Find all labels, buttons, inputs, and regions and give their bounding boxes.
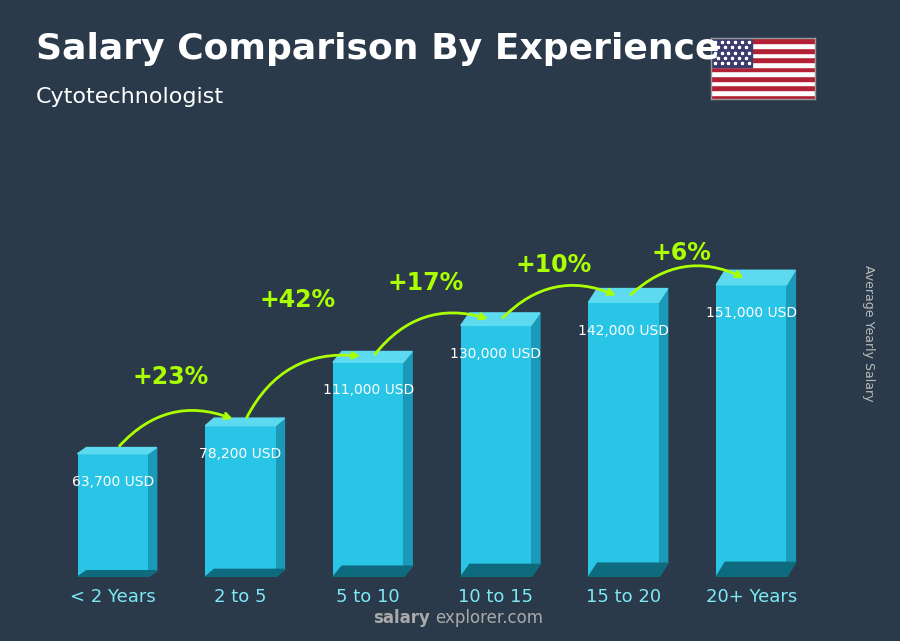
- Text: 142,000 USD: 142,000 USD: [578, 324, 669, 338]
- Bar: [711, 43, 814, 48]
- Bar: [711, 71, 814, 76]
- Polygon shape: [77, 570, 157, 577]
- Bar: [716, 285, 787, 577]
- Polygon shape: [333, 351, 412, 362]
- Bar: [77, 454, 148, 577]
- Text: Average Yearly Salary: Average Yearly Salary: [862, 265, 875, 401]
- Bar: [711, 48, 814, 53]
- Text: 151,000 USD: 151,000 USD: [706, 306, 796, 320]
- Bar: [711, 53, 814, 57]
- Text: 111,000 USD: 111,000 USD: [322, 383, 414, 397]
- Text: +42%: +42%: [260, 288, 336, 312]
- Polygon shape: [589, 288, 668, 303]
- Text: 78,200 USD: 78,200 USD: [199, 447, 282, 461]
- Polygon shape: [787, 271, 796, 577]
- Bar: [333, 362, 403, 577]
- Bar: [711, 85, 814, 90]
- Polygon shape: [589, 563, 668, 577]
- Polygon shape: [716, 271, 796, 285]
- Bar: [711, 38, 814, 43]
- Text: explorer.com: explorer.com: [435, 609, 543, 627]
- Polygon shape: [716, 562, 796, 577]
- Polygon shape: [275, 418, 284, 577]
- Bar: [461, 326, 531, 577]
- Bar: [711, 67, 814, 71]
- Polygon shape: [659, 288, 668, 577]
- Polygon shape: [333, 566, 412, 577]
- Bar: [711, 38, 752, 67]
- Polygon shape: [205, 418, 284, 426]
- Bar: [711, 95, 814, 99]
- Polygon shape: [403, 351, 412, 577]
- Text: 130,000 USD: 130,000 USD: [450, 347, 542, 361]
- Text: 63,700 USD: 63,700 USD: [71, 475, 154, 489]
- Text: +23%: +23%: [132, 365, 208, 389]
- Bar: [711, 90, 814, 95]
- Bar: [711, 81, 814, 85]
- Text: +10%: +10%: [515, 253, 591, 277]
- Text: Cytotechnologist: Cytotechnologist: [36, 87, 224, 106]
- Text: salary: salary: [374, 609, 430, 627]
- Bar: [589, 303, 659, 577]
- Bar: [205, 426, 275, 577]
- Text: +17%: +17%: [388, 271, 464, 294]
- Text: Salary Comparison By Experience: Salary Comparison By Experience: [36, 32, 719, 66]
- Polygon shape: [77, 447, 157, 454]
- Bar: [711, 76, 814, 81]
- Polygon shape: [461, 313, 540, 326]
- Polygon shape: [205, 569, 284, 577]
- Bar: [711, 62, 814, 67]
- Text: +6%: +6%: [652, 240, 711, 265]
- Polygon shape: [148, 447, 157, 577]
- Bar: [711, 57, 814, 62]
- Polygon shape: [461, 564, 540, 577]
- Polygon shape: [531, 313, 540, 577]
